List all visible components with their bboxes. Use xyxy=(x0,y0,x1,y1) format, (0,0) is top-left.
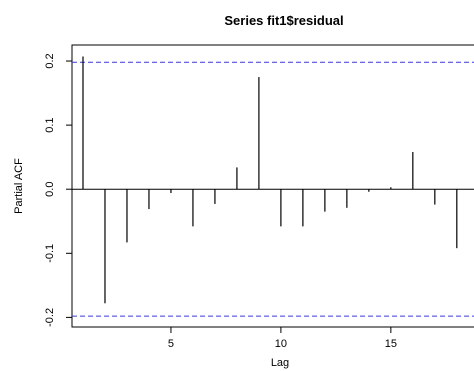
y-tick-label: 0.2 xyxy=(44,53,56,68)
x-tick-label: 15 xyxy=(385,338,397,350)
y-tick-label: 0.0 xyxy=(44,182,56,197)
x-tick-label: 10 xyxy=(275,338,287,350)
plot-frame xyxy=(71,44,474,328)
y-tick-label: -0.2 xyxy=(44,308,56,327)
confidence-bounds xyxy=(72,61,474,317)
x-tick-label: 5 xyxy=(168,338,174,350)
x-axis-label: Lag xyxy=(271,357,289,369)
y-tick-label: 0.1 xyxy=(44,117,56,132)
y-tick-label: -0.1 xyxy=(44,244,56,263)
x-axis: 5 10 15 xyxy=(168,327,397,350)
pacf-bars xyxy=(82,56,458,304)
y-axis-label: Partial ACF xyxy=(13,158,25,214)
chart-title: Series fit1$residual xyxy=(224,13,343,28)
y-axis: -0.2 -0.1 0.0 0.1 0.2 xyxy=(44,53,72,327)
